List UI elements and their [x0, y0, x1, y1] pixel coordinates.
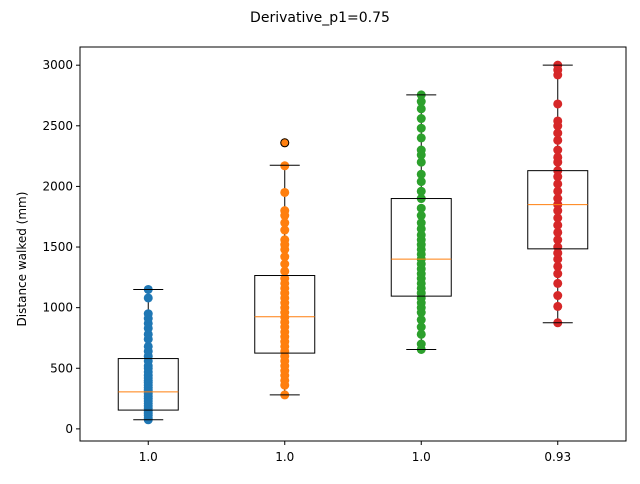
data-point-2-30	[416, 157, 426, 167]
data-point-3-24	[553, 128, 563, 138]
flier-1-0	[280, 138, 290, 148]
y-tick-label-4: 2000	[42, 179, 73, 193]
box-1	[254, 275, 316, 354]
x-tick-label-2: 1.0	[412, 450, 431, 464]
data-point-3-11	[553, 220, 563, 230]
data-point-3-17	[553, 179, 563, 189]
data-point-2-3	[416, 322, 426, 332]
box-3	[527, 170, 589, 250]
data-point-1-35	[280, 161, 290, 171]
y-tick-label-3: 1500	[42, 240, 73, 254]
data-point-3-15	[553, 194, 563, 204]
data-point-0-32	[143, 309, 153, 319]
data-point-1-25	[280, 259, 290, 269]
data-point-1-33	[280, 206, 290, 216]
y-tick-label-5: 2500	[42, 119, 73, 133]
box-0	[117, 358, 179, 411]
plot-frame	[79, 46, 627, 442]
data-point-3-22	[553, 145, 563, 155]
y-axis-label: Distance walked (mm)	[15, 192, 29, 327]
data-point-3-27	[553, 99, 563, 109]
data-point-1-34	[280, 187, 290, 197]
data-point-2-37	[416, 97, 426, 107]
data-point-2-32	[416, 145, 426, 155]
data-point-2-34	[416, 123, 426, 133]
data-point-3-4	[553, 269, 563, 279]
x-tick-label-0: 1.0	[139, 450, 158, 464]
data-point-2-36	[416, 104, 426, 114]
data-point-1-31	[280, 218, 290, 228]
y-tick-label-1: 500	[50, 361, 73, 375]
data-point-2-4	[416, 315, 426, 325]
data-point-1-30	[280, 225, 290, 235]
data-point-2-2	[416, 329, 426, 339]
y-tick-label-2: 1000	[42, 301, 73, 315]
data-point-2-23	[416, 218, 426, 228]
data-point-3-1	[553, 301, 563, 311]
data-point-3-16	[553, 186, 563, 196]
data-point-1-29	[280, 235, 290, 245]
chart-title: Derivative_p1=0.75	[250, 10, 390, 26]
data-point-3-5	[553, 261, 563, 271]
data-point-3-23	[553, 135, 563, 145]
data-point-0-26	[143, 341, 153, 351]
y-tick-label-6: 3000	[42, 58, 73, 72]
x-tick-label-1: 1.0	[275, 450, 294, 464]
data-point-3-26	[553, 116, 563, 126]
data-point-2-24	[416, 211, 426, 221]
data-point-2-35	[416, 114, 426, 124]
box-2	[390, 198, 452, 297]
data-point-1-24	[280, 266, 290, 276]
y-tick-label-0: 0	[65, 422, 73, 436]
data-point-3-2	[553, 291, 563, 301]
data-point-2-1	[416, 339, 426, 349]
data-point-3-10	[553, 227, 563, 237]
data-point-2-29	[416, 169, 426, 179]
data-point-2-33	[416, 133, 426, 143]
data-point-3-9	[553, 235, 563, 245]
data-point-2-27	[416, 186, 426, 196]
data-point-2-28	[416, 177, 426, 187]
data-point-1-26	[280, 252, 290, 262]
data-point-1-23	[280, 274, 290, 284]
data-point-3-12	[553, 213, 563, 223]
data-point-3-3	[553, 278, 563, 288]
x-tick-label-3: 0.93	[544, 450, 571, 464]
data-point-2-25	[416, 203, 426, 213]
data-point-0-33	[143, 293, 153, 303]
data-point-3-21	[553, 152, 563, 162]
